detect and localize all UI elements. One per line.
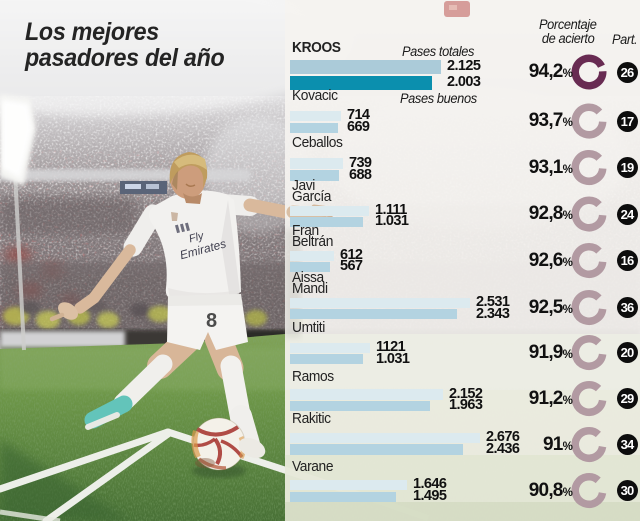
svg-text:8: 8 — [206, 310, 217, 332]
svg-text:Fly: Fly — [188, 230, 207, 246]
